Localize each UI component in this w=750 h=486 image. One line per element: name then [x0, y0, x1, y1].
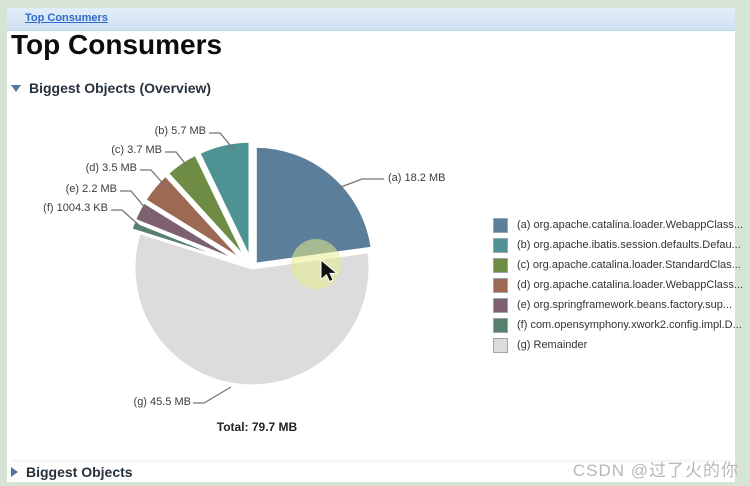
legend-swatch-f: [493, 317, 508, 333]
watermark: CSDN @过了火的你: [572, 461, 739, 480]
report-content: Top Consumers Top Consumers Biggest Obje…: [7, 8, 743, 482]
slice-label-e: (e) 2.2 MB: [65, 183, 117, 195]
chart-legend: (a) org.apache.catalina.loader.WebappCla…: [493, 217, 744, 353]
legend-label-d: (d) org.apache.catalina.loader.WebappCla…: [517, 279, 744, 291]
legend-row-a: (a) org.apache.catalina.loader.WebappCla…: [493, 217, 744, 233]
legend-row-f: (f) com.opensymphony.xwork2.config.impl.…: [493, 317, 743, 333]
legend-label-b: (b) org.apache.ibatis.session.defaults.D…: [517, 239, 741, 251]
legend-row-c: (c) org.apache.catalina.loader.StandardC…: [493, 257, 743, 273]
legend-row-d: (d) org.apache.catalina.loader.WebappCla…: [493, 277, 744, 293]
chevron-right-icon: [11, 467, 18, 477]
legend-label-f: (f) com.opensymphony.xwork2.config.impl.…: [517, 319, 742, 331]
chevron-down-icon: [11, 84, 21, 92]
legend-label-c: (c) org.apache.catalina.loader.StandardC…: [517, 259, 741, 271]
legend-swatch-b: [493, 237, 508, 253]
legend-row-e: (e) org.springframework.beans.factory.su…: [493, 297, 743, 313]
slice-label-d: (d) 3.5 MB: [85, 162, 137, 174]
legend-swatch-c: [493, 257, 508, 273]
legend-swatch-g: [493, 337, 508, 353]
slice-label-b: (b) 5.7 MB: [154, 125, 206, 137]
breadcrumb-link[interactable]: Top Consumers: [25, 12, 108, 24]
section-overview-label: Biggest Objects (Overview): [29, 80, 212, 96]
section-biggest-objects[interactable]: Biggest Objects: [11, 462, 731, 482]
legend-label-e: (e) org.springframework.beans.factory.su…: [517, 299, 732, 311]
page-title: Top Consumers: [11, 29, 223, 60]
legend-label-a: (a) org.apache.catalina.loader.WebappCla…: [517, 219, 744, 231]
legend-row-g: (g) Remainder: [493, 337, 743, 353]
slice-label-c: (c) 3.7 MB: [111, 144, 162, 156]
slice-label-f: (f) 1004.3 KB: [43, 202, 108, 214]
leader-line-g: [193, 386, 232, 404]
total-label: Total: 79.7 MB: [216, 420, 298, 434]
section-bottom-label: Biggest Objects: [26, 464, 133, 480]
legend-label-g: (g) Remainder: [517, 339, 588, 351]
legend-swatch-e: [493, 297, 508, 313]
section-biggest-objects-overview[interactable]: Biggest Objects (Overview): [11, 80, 211, 96]
breadcrumb: Top Consumers: [7, 8, 735, 31]
pie-slice-a[interactable]: [253, 144, 374, 266]
slice-label-a: (a) 18.2 MB: [388, 172, 446, 184]
pie-slice-g[interactable]: [132, 231, 372, 388]
legend-swatch-a: [493, 217, 508, 233]
slice-label-g: (g) 45.5 MB: [133, 396, 191, 408]
legend-row-b: (b) org.apache.ibatis.session.defaults.D…: [493, 237, 743, 253]
legend-swatch-d: [493, 277, 508, 293]
